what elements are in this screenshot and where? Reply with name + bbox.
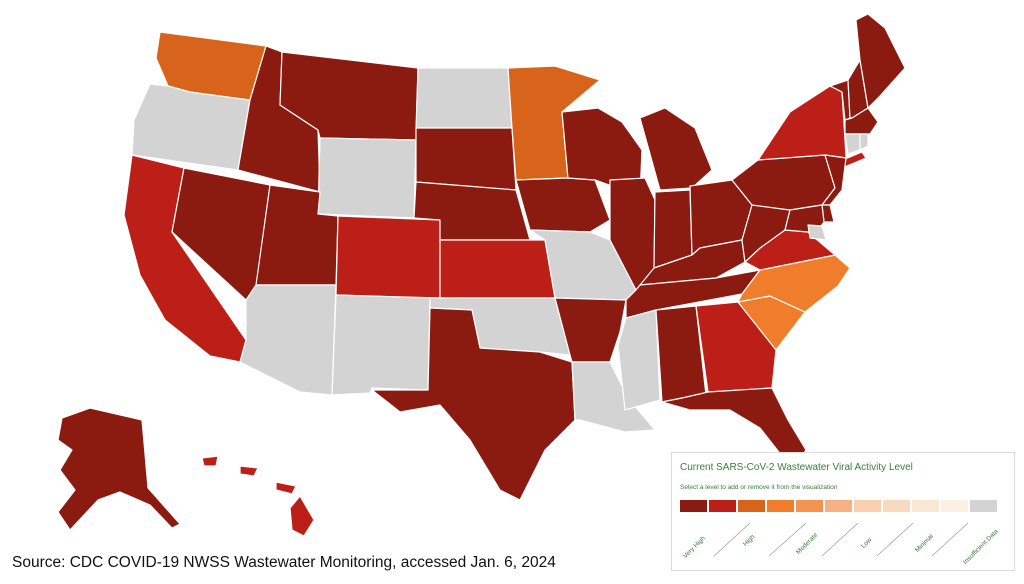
state-rhode-island[interactable] <box>859 133 869 151</box>
legend-swatch[interactable] <box>680 500 707 512</box>
state-maine[interactable] <box>855 13 906 109</box>
legend-divider-line <box>876 522 914 557</box>
state-south-dakota[interactable] <box>415 127 517 191</box>
state-michigan[interactable] <box>639 107 713 191</box>
state-hawaii-kauai[interactable] <box>201 455 219 467</box>
state-kansas[interactable] <box>439 239 556 299</box>
legend-divider-line <box>713 522 751 557</box>
legend-instructions: Select a level to add or remove it from … <box>680 484 838 491</box>
state-hawaii-maui[interactable] <box>275 481 297 495</box>
state-hawaii-island[interactable] <box>289 495 315 537</box>
source-caption: Source: CDC COVID-19 NWSS Wastewater Mon… <box>12 554 556 571</box>
state-iowa[interactable] <box>515 177 611 233</box>
legend-swatch[interactable] <box>709 500 736 512</box>
legend-divider-line <box>821 522 859 557</box>
legend-diagonal-lines <box>713 522 969 557</box>
state-connecticut[interactable] <box>844 133 861 155</box>
state-mississippi[interactable] <box>617 309 661 411</box>
state-georgia[interactable] <box>695 301 777 393</box>
state-texas[interactable] <box>371 307 576 501</box>
legend-swatch[interactable] <box>796 500 823 512</box>
state-louisiana[interactable] <box>571 361 656 433</box>
legend-panel: Current SARS-CoV-2 Wastewater Viral Acti… <box>671 452 1015 571</box>
legend-divider-line <box>768 522 807 557</box>
legend-swatch[interactable] <box>970 500 997 512</box>
state-north-dakota[interactable] <box>415 67 513 129</box>
state-indiana[interactable] <box>653 189 693 269</box>
legend-divider-line <box>931 522 969 557</box>
state-arizona[interactable] <box>239 284 337 396</box>
legend-title: Current SARS-CoV-2 Wastewater Viral Acti… <box>680 462 913 473</box>
state-wyoming[interactable] <box>317 137 417 219</box>
legend-swatch[interactable] <box>738 500 765 512</box>
state-wisconsin[interactable] <box>561 107 643 197</box>
state-new-york[interactable] <box>757 85 847 161</box>
legend-swatch[interactable] <box>767 500 794 512</box>
state-dc[interactable] <box>807 224 827 241</box>
legend-swatch[interactable] <box>883 500 910 512</box>
state-new-mexico[interactable] <box>331 294 431 396</box>
state-colorado[interactable] <box>335 215 441 299</box>
legend-swatches <box>680 500 997 512</box>
state-florida[interactable] <box>661 387 807 463</box>
state-hawaii-oahu[interactable] <box>239 465 259 477</box>
legend-swatch[interactable] <box>912 500 939 512</box>
legend-swatch[interactable] <box>941 500 968 512</box>
state-alaska[interactable] <box>57 407 181 531</box>
legend-swatch[interactable] <box>854 500 881 512</box>
legend-swatch[interactable] <box>825 500 852 512</box>
